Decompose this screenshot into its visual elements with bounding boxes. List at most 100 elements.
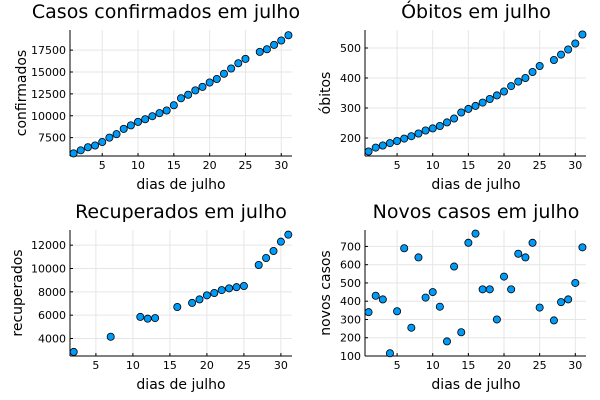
chart-4-ytick-label: 600 bbox=[340, 259, 361, 272]
chart-3-point bbox=[239, 281, 248, 290]
chart-1-point bbox=[219, 69, 228, 78]
chart-4-point bbox=[492, 315, 501, 324]
chart-2-ytick-label: 300 bbox=[340, 102, 361, 115]
chart-1-point bbox=[76, 146, 85, 155]
chart-4-point bbox=[471, 229, 480, 238]
chart-1-point bbox=[162, 106, 171, 115]
chart-4-xtick-label: 30 bbox=[568, 359, 582, 372]
chart-1-xtick-label: 25 bbox=[238, 159, 252, 172]
chart-2-point bbox=[471, 101, 480, 110]
chart-3-ytick-label: 6000 bbox=[38, 309, 66, 322]
chart-4-point bbox=[421, 293, 430, 302]
chart-1-point bbox=[148, 112, 157, 121]
chart-2-point bbox=[457, 108, 466, 117]
chart-4-point bbox=[371, 291, 380, 300]
chart-1-point bbox=[284, 31, 293, 40]
chart-1-xtick-label: 15 bbox=[167, 159, 181, 172]
chart-2-point bbox=[442, 118, 451, 127]
chart-4-point bbox=[571, 278, 580, 287]
chart-4-point bbox=[578, 243, 587, 252]
chart-4-point bbox=[364, 308, 373, 317]
chart-1-ytick-label: 10000 bbox=[31, 110, 66, 123]
chart-3-xtick-label: 15 bbox=[163, 359, 177, 372]
chart-4-xtick-label: 15 bbox=[461, 359, 475, 372]
chart-2-point bbox=[478, 98, 487, 107]
chart-1-point bbox=[155, 109, 164, 118]
chart-2-point bbox=[549, 56, 558, 65]
chart-3-point bbox=[188, 298, 197, 307]
chart-3-xtick-label: 5 bbox=[92, 359, 99, 372]
chart-1-point bbox=[83, 143, 92, 152]
chart-4-point bbox=[442, 337, 451, 346]
chart-4-point bbox=[564, 295, 573, 304]
chart-4-ytick-label: 500 bbox=[340, 277, 361, 290]
chart-4-point bbox=[385, 349, 394, 358]
chart-1-point bbox=[212, 75, 221, 84]
chart-3-point bbox=[284, 230, 293, 239]
chart-1-point bbox=[234, 59, 243, 68]
chart-2-point bbox=[571, 39, 580, 48]
chart-2-point bbox=[393, 136, 402, 145]
chart-1-point bbox=[277, 36, 286, 45]
chart-1-point bbox=[184, 90, 193, 99]
chart-2-point bbox=[371, 143, 380, 152]
chart-1-point bbox=[169, 101, 178, 110]
chart-4-ylabel: novos casos bbox=[318, 250, 334, 335]
chart-3-point bbox=[269, 246, 278, 255]
chart-3-point bbox=[195, 295, 204, 304]
chart-3-ytick-label: 8000 bbox=[38, 286, 66, 299]
chart-3-point bbox=[254, 260, 263, 269]
chart-1-point bbox=[126, 121, 135, 130]
chart-3-point bbox=[276, 237, 285, 246]
chart-2-point bbox=[557, 50, 566, 59]
chart-3-point bbox=[106, 332, 115, 341]
chart-4-point bbox=[549, 316, 558, 325]
chart-1-point bbox=[176, 94, 185, 103]
chart-2-xtick-label: 10 bbox=[426, 159, 440, 172]
chart-4-point bbox=[521, 253, 530, 262]
chart-1-point bbox=[198, 82, 207, 91]
chart-1-point bbox=[270, 40, 279, 49]
chart-2-point bbox=[514, 77, 523, 86]
chart-3-ylabel: recuperados bbox=[10, 249, 26, 336]
chart-2-xtick-label: 15 bbox=[461, 159, 475, 172]
chart-4-point bbox=[407, 323, 416, 332]
chart-2-point bbox=[535, 62, 544, 71]
chart-1-point bbox=[98, 137, 107, 146]
chart-3-xlabel: dias de julho bbox=[136, 377, 225, 393]
chart-1-point bbox=[91, 141, 100, 150]
chart-1-ytick-label: 12500 bbox=[31, 88, 66, 101]
chart-3-point bbox=[143, 314, 152, 323]
chart-1-point bbox=[141, 115, 150, 124]
chart-2-ytick-label: 400 bbox=[340, 72, 361, 85]
chart-2-xlabel: dias de julho bbox=[431, 177, 520, 193]
chart-4-ytick-label: 200 bbox=[340, 332, 361, 345]
chart-4-xlabel: dias de julho bbox=[431, 377, 520, 393]
chart-4-title: Novos casos em julho bbox=[373, 201, 580, 223]
chart-1-point bbox=[134, 117, 143, 126]
chart-1-ytick-label: 15000 bbox=[31, 66, 66, 79]
chart-2-point bbox=[385, 139, 394, 148]
chart-2-point bbox=[464, 104, 473, 113]
chart-3-xtick-label: 20 bbox=[200, 359, 214, 372]
chart-3-title: Recuperados em julho bbox=[75, 201, 287, 223]
chart-2-point bbox=[428, 124, 437, 133]
chart-1-point bbox=[255, 47, 264, 56]
chart-2-xtick-label: 30 bbox=[568, 159, 582, 172]
chart-2-point bbox=[500, 87, 509, 96]
chart-2-point bbox=[485, 95, 494, 104]
chart-2-title: Óbitos em julho bbox=[401, 0, 551, 23]
chart-3-ytick-label: 4000 bbox=[38, 333, 66, 346]
chart-1-point bbox=[262, 45, 271, 54]
chart-3-ytick-label: 10000 bbox=[31, 263, 66, 276]
chart-2-point bbox=[528, 68, 537, 77]
chart-4-point bbox=[400, 244, 409, 253]
chart-2-point bbox=[378, 141, 387, 150]
chart-4-point bbox=[535, 303, 544, 312]
chart-4-ytick-label: 300 bbox=[340, 313, 361, 326]
chart-1-ytick-label: 7500 bbox=[38, 132, 66, 145]
chart-4-point bbox=[478, 285, 487, 294]
chart-2-xtick-label: 5 bbox=[394, 159, 401, 172]
chart-2-point bbox=[400, 134, 409, 143]
